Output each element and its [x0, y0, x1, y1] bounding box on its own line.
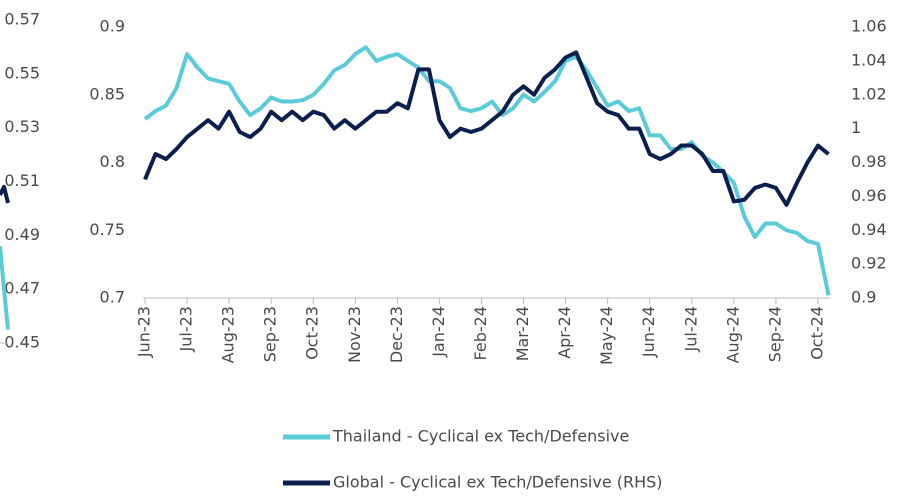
series-line [143, 50, 830, 207]
x-tick-label: Jun-23 [135, 306, 154, 358]
x-tick-label: Oct-24 [807, 306, 826, 360]
y2-tick-label: 0.9 [851, 288, 876, 307]
x-tick-label: Aug-23 [219, 306, 238, 363]
y-tick-label: 0.49 [4, 225, 40, 244]
y-tick-label: 0.7 [100, 288, 125, 307]
x-tick-label: Sep-23 [261, 306, 280, 362]
series-line [143, 45, 831, 296]
y-tick-label: 0.57 [4, 10, 40, 29]
y2-tick-label: 1.06 [851, 17, 887, 36]
y-tick-label: 0.75 [89, 220, 125, 239]
y2-tick-label: 1.04 [851, 50, 887, 69]
y2-tick-label: 1 [851, 118, 861, 137]
x-tick-label: Jan-24 [429, 306, 448, 358]
x-tick-label: Apr-24 [555, 306, 574, 359]
y-tick-label: 0.51 [4, 171, 40, 190]
y2-tick-label: 0.92 [851, 254, 887, 273]
y-tick-label: 0.8 [100, 152, 125, 171]
y2-tick-label: 0.98 [851, 152, 887, 171]
x-tick-label: Sep-24 [765, 306, 784, 362]
y-tick-label: 0.53 [4, 117, 40, 136]
x-tick-label: Jun-24 [639, 306, 658, 358]
x-tick-label: Aug-24 [723, 306, 742, 363]
legend-label: Thailand - Cyclical ex Tech/Defensive [332, 427, 629, 446]
series-line [0, 245, 10, 330]
series-line [0, 184, 10, 204]
y-tick-label: 0.85 [89, 84, 125, 103]
y2-tick-label: 1.02 [851, 84, 887, 103]
y-tick-label: 0.47 [4, 279, 40, 298]
y-tick-label: 0.55 [4, 63, 40, 82]
x-tick-label: Jul-23 [177, 306, 196, 352]
x-tick-label: Oct-23 [303, 306, 322, 360]
x-tick-label: Feb-24 [471, 306, 490, 360]
y2-tick-label: 0.94 [851, 220, 887, 239]
x-tick-label: May-24 [597, 306, 616, 365]
x-tick-label: Dec-23 [387, 306, 406, 363]
x-tick-label: Jul-24 [681, 306, 700, 352]
x-tick-label: Mar-24 [513, 306, 532, 361]
y-tick-label: 0.45 [4, 333, 40, 352]
y2-tick-label: 0.96 [851, 186, 887, 205]
x-tick-label: Nov-23 [345, 306, 364, 363]
y-tick-label: 0.9 [100, 17, 125, 36]
legend-label: Global - Cyclical ex Tech/Defensive (RHS… [333, 473, 663, 492]
